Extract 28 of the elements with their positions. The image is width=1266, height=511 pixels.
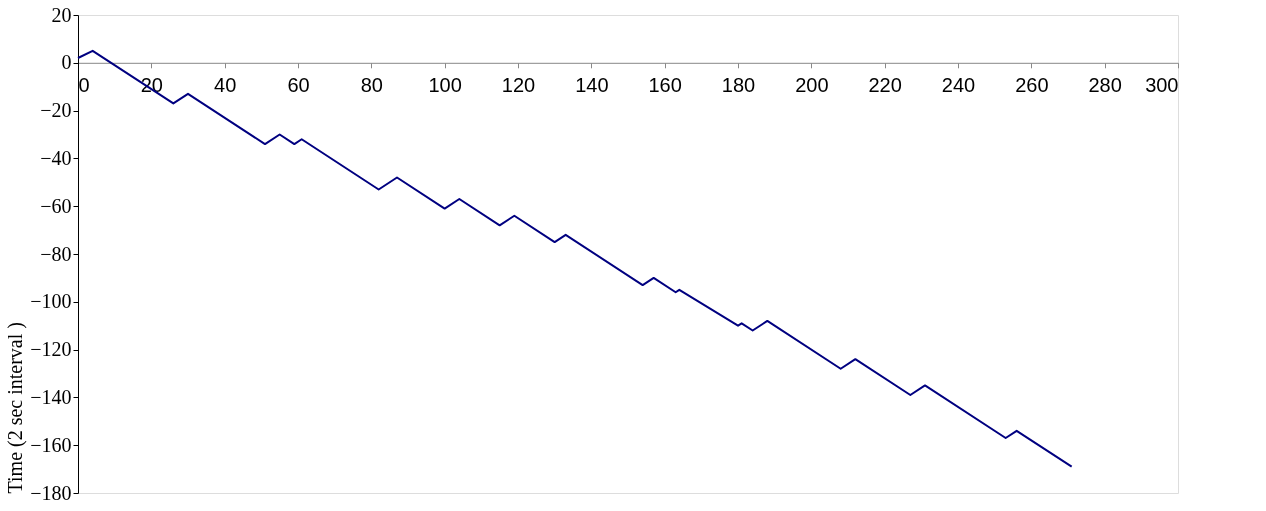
y-tick-label: −40	[40, 146, 72, 169]
y-tick-label: −60	[40, 194, 72, 217]
y-tick-label: −160	[30, 433, 72, 456]
line-series	[77, 49, 1073, 468]
x-tick-label: 200	[795, 74, 829, 97]
y-tick-label: −120	[30, 338, 72, 361]
y-tick-label: −20	[40, 99, 72, 122]
x-tick-label: 260	[1015, 74, 1049, 97]
y-tick-label: −180	[30, 481, 72, 504]
x-tick-label: 100	[428, 74, 462, 97]
x-tick-label: 40	[214, 74, 237, 97]
y-tick-label: −140	[30, 385, 72, 408]
x-tick-label: 300	[1145, 74, 1179, 97]
x-tick-label: 280	[1088, 74, 1122, 97]
x-tick-label: 80	[360, 74, 383, 97]
x-tick-label: 180	[721, 74, 756, 97]
y-tick-label: 0	[61, 51, 72, 74]
x-tick-label: 120	[501, 74, 536, 97]
y-tick-label: 20	[51, 3, 72, 26]
x-tick-label: 160	[648, 74, 682, 97]
y-axis-title: Time (2 sec interval )	[4, 322, 28, 494]
x-tick-label: 0	[78, 74, 90, 97]
x-tick-label: 140	[575, 74, 609, 97]
y-tick-label: −100	[30, 290, 72, 313]
x-tick-label: 60	[287, 74, 310, 97]
y-tick-label: −80	[40, 242, 72, 265]
x-tick-label: 220	[868, 74, 902, 97]
x-tick-label: 240	[941, 74, 976, 97]
